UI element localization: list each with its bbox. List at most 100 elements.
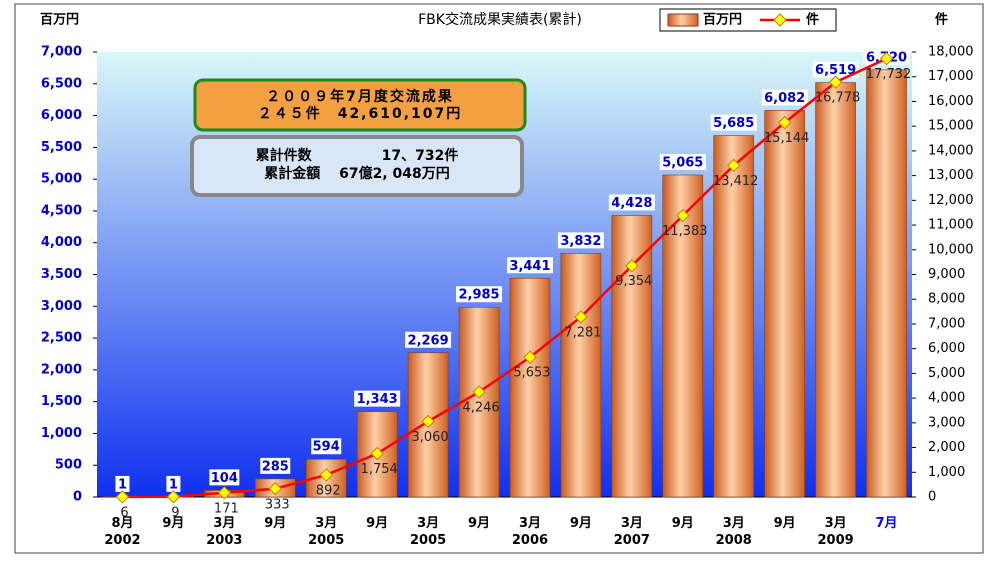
annotation-text: 累計金額 67億2, 048万円 bbox=[264, 166, 450, 182]
line-value-label: 7,281 bbox=[564, 325, 601, 340]
line-marker bbox=[421, 414, 435, 429]
line-value-label: 9,354 bbox=[615, 274, 652, 289]
annotation-text: 累計件数 17、732件 bbox=[255, 148, 459, 164]
bar-value-label: 1,343 bbox=[357, 392, 398, 407]
y2-tick-label: 12,000 bbox=[928, 193, 974, 208]
line-marker bbox=[523, 350, 537, 364]
x-tick-label: 3月 2008 bbox=[715, 516, 752, 548]
y2-axis-title: 件 bbox=[935, 12, 948, 28]
y-tick-label: 4,000 bbox=[41, 235, 82, 250]
bar-label-bg bbox=[209, 469, 240, 486]
bar bbox=[815, 82, 856, 498]
y-tick-label: 1,000 bbox=[41, 426, 82, 441]
line-value-label: 17,732 bbox=[866, 67, 912, 82]
legend-label: 百万円 bbox=[703, 13, 742, 28]
x-tick-label: 9月 bbox=[773, 516, 796, 531]
x-tick-label: 8月 2002 bbox=[104, 516, 141, 548]
line-marker bbox=[879, 51, 894, 66]
bar-value-label: 3,832 bbox=[560, 234, 601, 249]
bar-value-label: 6,082 bbox=[764, 91, 805, 106]
line-marker bbox=[217, 486, 232, 500]
y-tick-label: 4,500 bbox=[41, 203, 82, 218]
y-axis-title: 百万円 bbox=[40, 13, 79, 28]
y-tick-label: 6,000 bbox=[41, 108, 82, 123]
line-marker bbox=[319, 468, 333, 482]
y2-tick-label: 3,000 bbox=[928, 415, 965, 430]
bar-label-bg bbox=[557, 232, 604, 249]
y2-tick-label: 13,000 bbox=[928, 168, 974, 183]
annotation-text: ２００９年7月度交流成果 bbox=[266, 89, 454, 105]
bar bbox=[509, 277, 551, 498]
line-value-label: 892 bbox=[316, 483, 341, 498]
line-value-label: 3,060 bbox=[411, 430, 448, 445]
x-tick-label: 9月 bbox=[569, 516, 592, 531]
bar-label-bg bbox=[710, 114, 757, 131]
line-marker bbox=[777, 115, 792, 130]
frame bbox=[14, 3, 984, 554]
line-value-label: 11,383 bbox=[662, 224, 708, 239]
bar-label-bg bbox=[354, 390, 401, 407]
y-tick-label: 5,000 bbox=[41, 172, 82, 187]
legend-swatch bbox=[667, 13, 699, 27]
line-value-label: 4,246 bbox=[462, 401, 499, 416]
bar-value-label: 285 bbox=[262, 459, 289, 474]
bar-label-bg bbox=[260, 457, 291, 474]
line-value-label: 9 bbox=[171, 505, 179, 520]
bar-label-bg bbox=[761, 89, 808, 106]
line-value-label: 15,144 bbox=[764, 131, 810, 146]
line-marker bbox=[574, 310, 588, 324]
y2-tick-label: 4,000 bbox=[928, 391, 965, 406]
x-tick-label: 3月 2009 bbox=[817, 516, 854, 548]
bar-value-label: 3,441 bbox=[509, 259, 550, 274]
line-marker bbox=[370, 446, 384, 461]
x-tick-label: 3月 2003 bbox=[206, 516, 243, 548]
legend-marker bbox=[773, 13, 787, 27]
x-tick-label: 7月 bbox=[875, 516, 898, 531]
bar-value-label: 1 bbox=[169, 477, 178, 492]
x-tick-label: 3月 2007 bbox=[613, 516, 650, 548]
y2-tick-label: 15,000 bbox=[928, 119, 974, 134]
bar-value-label: 104 bbox=[211, 471, 238, 486]
line-value-label: 6 bbox=[120, 505, 128, 520]
bar-label-bg bbox=[311, 438, 342, 455]
line-marker bbox=[166, 490, 181, 504]
bar bbox=[458, 306, 500, 498]
y-tick-label: 3,500 bbox=[41, 267, 82, 282]
y-tick-label: 500 bbox=[55, 458, 82, 473]
bar-value-label: 2,985 bbox=[458, 288, 499, 303]
y2-tick-label: 9,000 bbox=[928, 267, 965, 282]
line-value-label: 16,778 bbox=[815, 91, 861, 106]
bar bbox=[611, 215, 653, 498]
bar-value-label: 1 bbox=[118, 477, 127, 492]
bar-value-label: 2,269 bbox=[408, 333, 449, 348]
legend-label: 件 bbox=[806, 12, 819, 28]
y2-tick-label: 16,000 bbox=[928, 94, 974, 109]
bar-label-bg bbox=[659, 154, 706, 171]
x-tick-label: 9月 bbox=[366, 516, 389, 531]
bar bbox=[713, 135, 755, 498]
y2-tick-label: 2,000 bbox=[928, 440, 965, 455]
bar-label-bg bbox=[405, 331, 452, 348]
y2-tick-label: 18,000 bbox=[928, 45, 974, 60]
x-tick-label: 3月 2006 bbox=[511, 516, 549, 548]
y2-tick-label: 6,000 bbox=[928, 341, 965, 356]
bar-value-label: 5,065 bbox=[662, 156, 703, 171]
y2-tick-label: 5,000 bbox=[928, 366, 965, 381]
line-value-label: 171 bbox=[214, 501, 239, 516]
y-tick-label: 3,000 bbox=[41, 299, 82, 314]
y-tick-label: 2,500 bbox=[41, 331, 82, 346]
x-tick-label: 9月 bbox=[162, 516, 185, 531]
legend-box bbox=[659, 8, 837, 32]
bar bbox=[560, 253, 602, 498]
y2-tick-label: 7,000 bbox=[928, 316, 965, 331]
x-tick-label: 9月 bbox=[264, 516, 287, 531]
line-marker bbox=[625, 259, 639, 273]
y2-tick-label: 1,000 bbox=[928, 465, 965, 480]
line-marker bbox=[268, 482, 282, 496]
y-tick-label: 0 bbox=[73, 490, 82, 505]
x-tick-label: 9月 bbox=[671, 516, 694, 531]
bar-label-bg bbox=[115, 475, 130, 492]
bar-label-bg bbox=[608, 194, 655, 211]
y-tick-label: 5,500 bbox=[41, 140, 82, 155]
